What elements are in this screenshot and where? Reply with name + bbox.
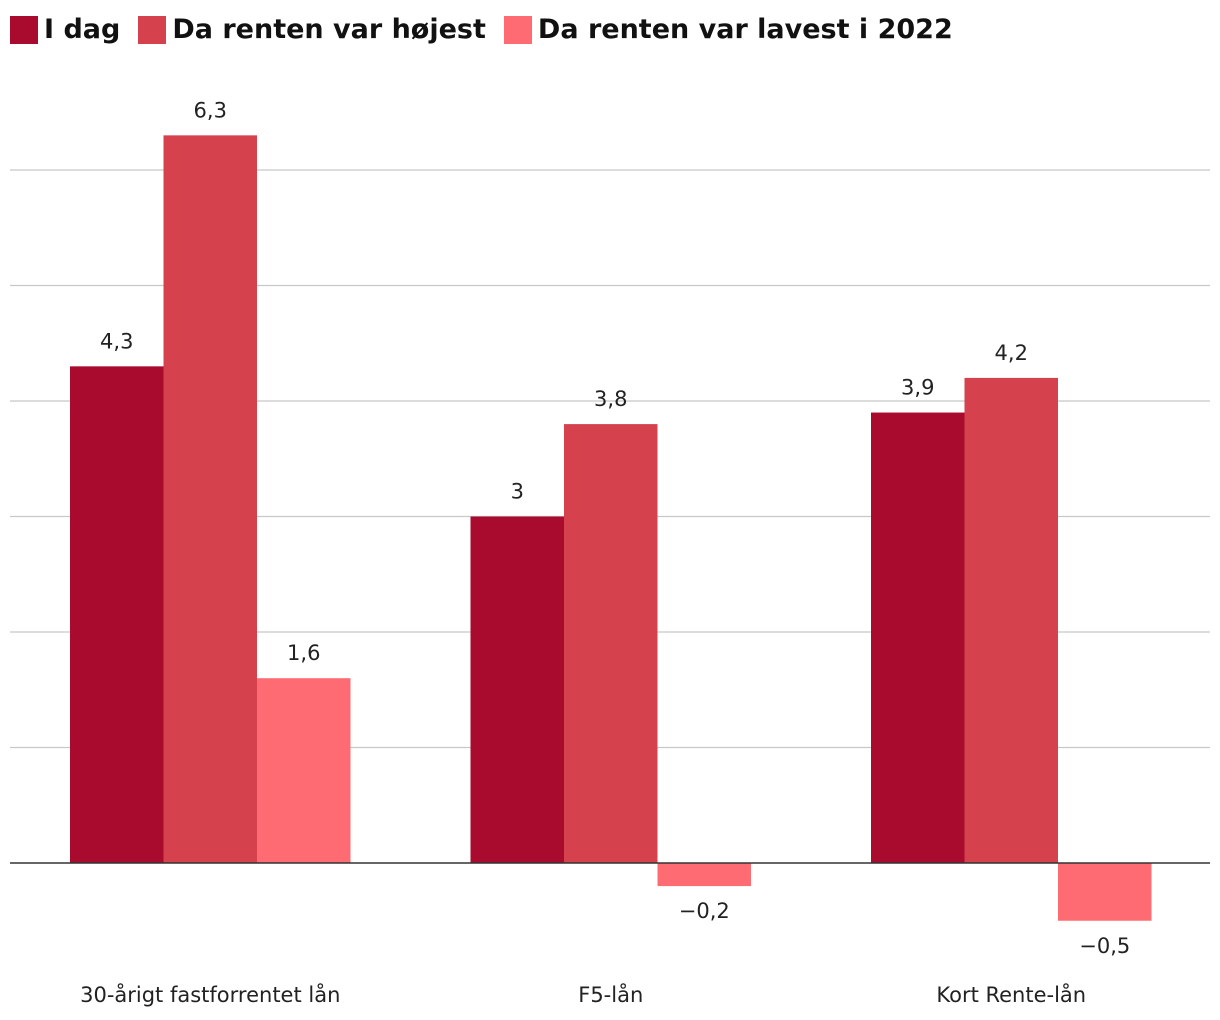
legend-item-i-dag: I dag (10, 14, 120, 45)
legend-swatch-i-dag (10, 15, 38, 44)
value-label-2-3: −0,2 (679, 899, 730, 923)
legend-swatch-lavest (503, 15, 532, 44)
bar-2-3 (657, 863, 751, 887)
category-label-3: Kort Rente-lån (936, 982, 1086, 1007)
bar-1-1 (70, 366, 164, 863)
value-label-3-1: 3,9 (901, 376, 934, 400)
bar-1-2 (163, 135, 257, 864)
bar-3-1 (871, 412, 965, 863)
bar-3-2 (964, 377, 1058, 863)
value-label-1-3: 1,6 (287, 641, 320, 665)
legend-item-hoejest: Da renten var højest (138, 14, 486, 45)
chart-legend: I dag Da renten var højest Da renten var… (10, 14, 953, 45)
category-label-2: F5-lån (578, 982, 643, 1007)
bar-2-1 (470, 516, 564, 863)
legend-label-lavest: Da renten var lavest i 2022 (537, 14, 953, 45)
bar-2-2 (564, 424, 658, 863)
legend-swatch-hoejest (138, 15, 167, 44)
value-label-3-2: 4,2 (995, 341, 1028, 365)
value-label-1-2: 6,3 (194, 98, 227, 122)
value-label-2-1: 3 (511, 480, 524, 504)
legend-label-hoejest: Da renten var højest (172, 14, 486, 45)
legend-item-lavest: Da renten var lavest i 2022 (503, 14, 953, 45)
value-label-1-1: 4,3 (100, 329, 133, 353)
legend-label-i-dag: I dag (44, 14, 121, 45)
value-label-3-3: −0,5 (1079, 934, 1130, 958)
value-label-2-2: 3,8 (594, 387, 627, 411)
category-label-1: 30-årigt fastforrentet lån (80, 982, 340, 1007)
bar-1-3 (257, 678, 351, 863)
bar-3-3 (1058, 863, 1152, 921)
